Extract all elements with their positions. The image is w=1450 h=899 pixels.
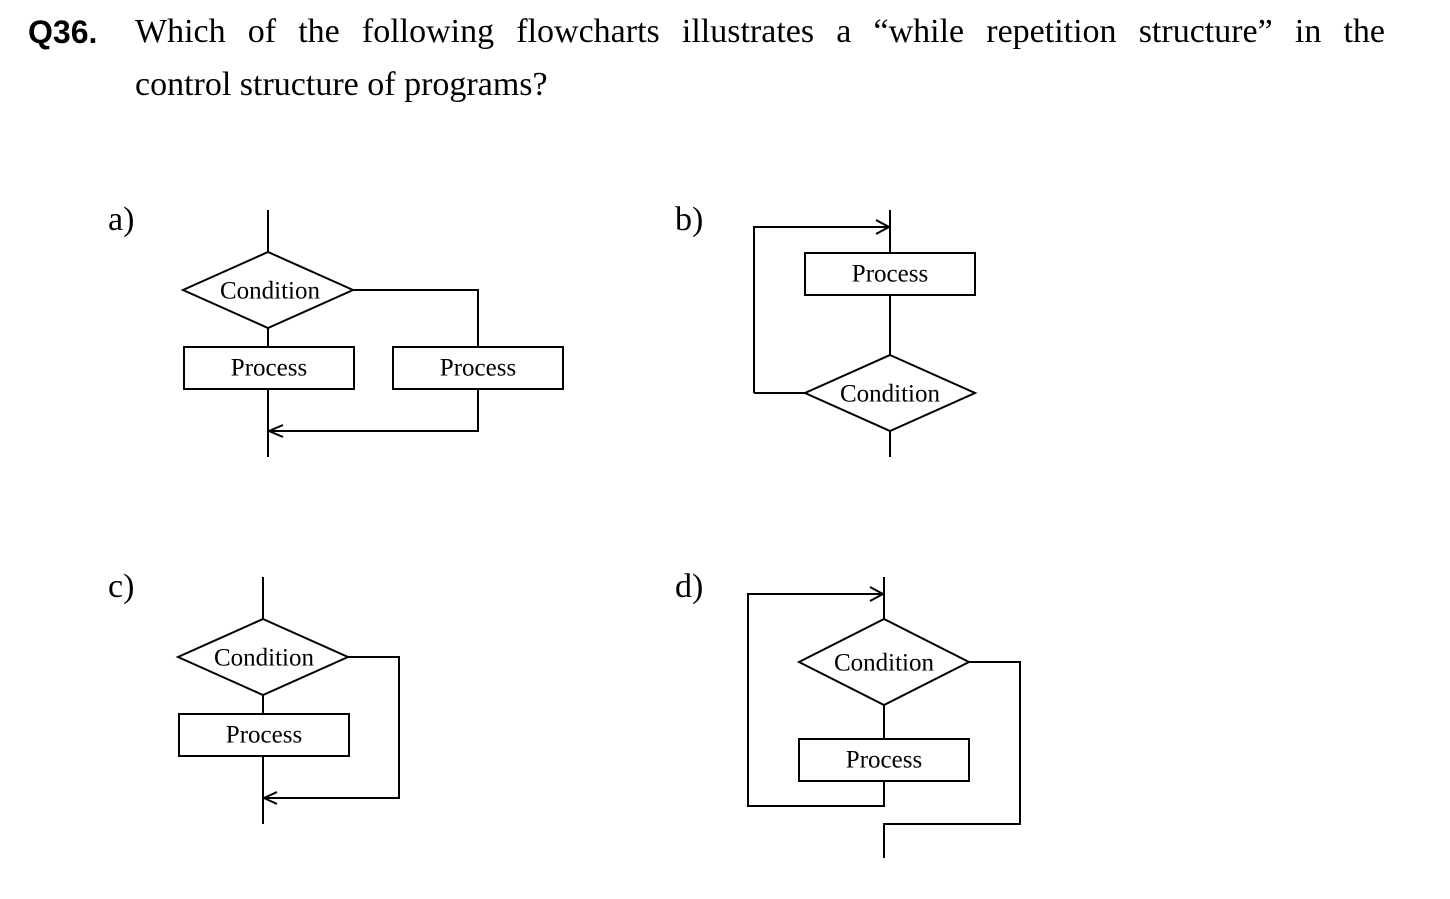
flowchart-a-right-branch-line [353, 289, 479, 347]
flowchart-b-loop-back-line [753, 226, 888, 393]
option-a-label[interactable]: a) [108, 201, 135, 238]
flowchart-d-loop-back-line [747, 593, 885, 807]
flowchart-d-loop-arrowhead-icon [869, 586, 886, 602]
flowchart-b[interactable]: Process Condition [753, 210, 978, 457]
flowchart-c-process-text: Process [226, 722, 302, 749]
option-c-label[interactable]: c) [108, 568, 135, 605]
flowchart-a-merge-arrowhead-icon [266, 424, 284, 438]
question-text-line-2: control structure of programs? [135, 66, 548, 103]
flowchart-a-process-right-text: Process [440, 355, 516, 382]
flowchart-b-condition-text: Condition [840, 381, 941, 408]
flowchart-a-condition-text: Condition [220, 278, 321, 305]
question-text-line-1: Which of the following flowcharts illust… [135, 13, 1385, 50]
flowchart-c[interactable]: Condition Process [175, 577, 400, 824]
flowchart-a-merge-line [268, 389, 479, 432]
flowchart-d-process-box [798, 738, 970, 782]
flowchart-c-condition-text: Condition [214, 645, 315, 672]
question-number: Q36. [28, 14, 98, 50]
flowchart-b-loop-arrowhead-icon [875, 219, 892, 235]
flowchart-c-bypass-arrowhead-icon [261, 791, 278, 805]
option-d-label[interactable]: d) [675, 568, 704, 605]
flowchart-b-process-text: Process [852, 261, 928, 288]
flowchart-d-condition-text: Condition [834, 650, 935, 677]
option-b-label[interactable]: b) [675, 201, 704, 238]
flowchart-a-process-left-text: Process [231, 355, 307, 382]
flowchart-d-process-text: Process [846, 747, 922, 774]
flowchart-c-bypass-line [263, 656, 400, 799]
flowchart-d-exit-line [883, 661, 1021, 858]
flowchart-a[interactable]: Condition Process Process [180, 210, 564, 457]
flowchart-d[interactable]: Condition Process [747, 577, 1021, 858]
